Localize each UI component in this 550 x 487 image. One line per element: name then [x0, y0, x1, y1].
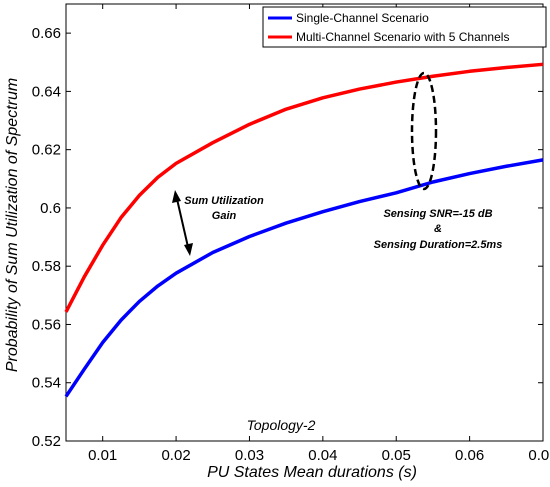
legend-label-multi-channel: Multi-Channel Scenario with 5 Channels — [296, 30, 509, 44]
highlight-ellipse — [410, 71, 438, 191]
x-tick-label: 0.01 — [88, 447, 117, 464]
x-axis-label: PU States Mean durations (s) — [207, 464, 417, 481]
x-tick-label: 0.07 — [528, 447, 550, 464]
y-tick-label: 0.54 — [32, 375, 61, 392]
y-tick-label: 0.56 — [32, 316, 61, 333]
sensing-duration-annotation: Sensing Duration=2.5ms — [374, 239, 503, 251]
legend-box — [262, 6, 547, 48]
x-tick-label: 0.06 — [455, 447, 484, 464]
gain-arrow-shaft — [176, 198, 189, 248]
y-tick-label: 0.6 — [40, 200, 61, 217]
x-tick-label: 0.04 — [308, 447, 337, 464]
y-tick-label: 0.58 — [32, 258, 61, 275]
y-axis-label: Probability of Sum Utilization of Spectr… — [4, 78, 21, 372]
axis-ticks: 0.01 0.02 0.03 0.04 0.05 0.06 0.07 0.52 0.54 0.56… — [32, 4, 550, 464]
x-tick-label: 0.03 — [235, 447, 264, 464]
gain-arrow-head-top — [172, 190, 181, 203]
gain-annotation-line1: Sum Utilization — [184, 195, 264, 207]
series-line-multi-channel — [64, 62, 544, 313]
topology-label: Topology-2 — [247, 417, 316, 433]
series-line-single-channel — [64, 158, 544, 398]
y-tick-label: 0.52 — [32, 433, 61, 450]
gain-arrow — [172, 190, 193, 256]
sensing-snr-annotation: Sensing SNR=-15 dB — [383, 208, 492, 220]
x-tick-label: 0.02 — [161, 447, 190, 464]
legend-label-single-channel: Single-Channel Scenario — [296, 11, 429, 25]
series-group — [64, 62, 544, 398]
y-tick-label: 0.62 — [32, 142, 61, 159]
gain-annotation-line2: Gain — [212, 210, 237, 222]
legend: Single-Channel Scenario Multi-Channel Sc… — [262, 6, 547, 48]
sensing-ampersand-annotation: & — [434, 223, 442, 235]
plot-area — [65, 3, 544, 442]
x-tick-label: 0.05 — [382, 447, 411, 464]
y-tick-label: 0.66 — [32, 25, 61, 42]
gain-arrow-head-bottom — [184, 243, 193, 256]
y-tick-label: 0.64 — [32, 83, 61, 100]
